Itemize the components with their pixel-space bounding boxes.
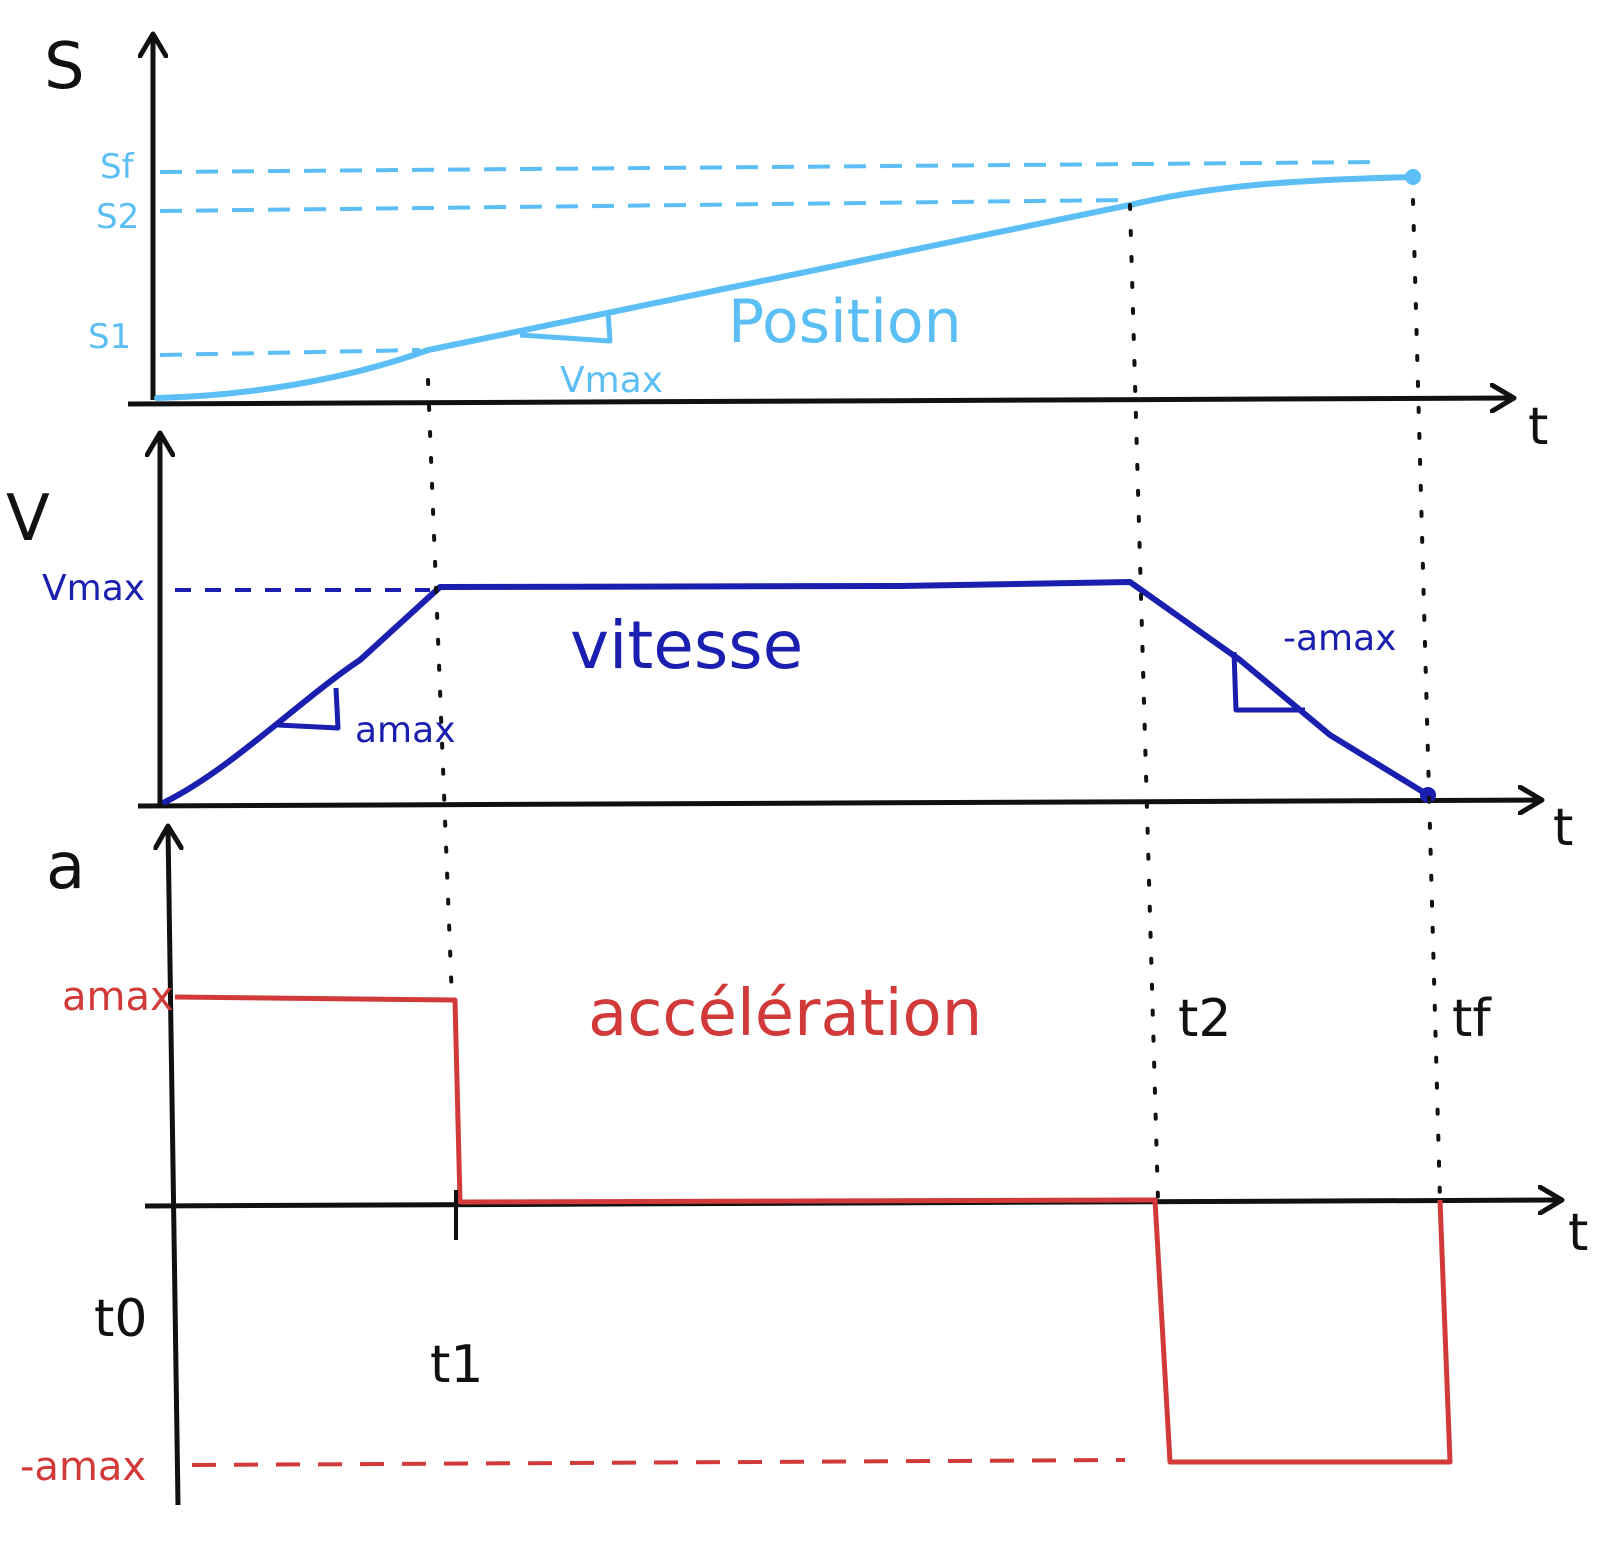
acceleration-low-label: -amax [20,1444,146,1490]
t2-guide [1128,203,1160,1202]
velocity-curve-label: vitesse [570,607,803,684]
position-curve [154,174,1416,401]
velocity-down-slope-label: -amax [1283,618,1396,659]
velocity-x-axis [137,800,1540,806]
position-end-dot [1405,169,1421,185]
velocity-axis-label: V [6,482,50,556]
time-guides: t0 t1 t2 tf [94,198,1492,1395]
acceleration-curve-label: accélération [588,977,982,1051]
acceleration-high-label: amax [62,974,174,1020]
velocity-up-slope-label: amax [355,710,456,751]
level-s1-line [159,348,421,357]
acceleration-y-axis [168,828,178,1506]
position-slope-triangle [519,311,613,344]
level-s2-label: S2 [96,197,139,237]
acceleration-low-level-line [191,1458,1126,1467]
t2-label: t2 [1178,989,1231,1049]
velocity-graph: V t Vmax amax -amax vitesse [6,435,1573,858]
level-sf-line [159,160,1381,174]
acceleration-axis-label: a [46,830,85,904]
position-x-axis-label: t [1528,397,1548,457]
velocity-level-label: Vmax [42,568,145,609]
velocity-x-axis-label: t [1553,798,1573,858]
velocity-end-dot [1420,787,1436,803]
t1-label: t1 [430,1335,483,1395]
t1-guide [426,378,454,1002]
position-slope-label: Vmax [560,360,663,401]
velocity-up-slope-triangle [277,687,341,731]
tf-label: tf [1452,989,1492,1049]
position-graph: S t Sf S2 S1 Vmax Position [44,30,1548,457]
acceleration-graph: a t amax -amax accélération [20,828,1588,1506]
acceleration-curve [174,994,1453,1465]
acceleration-x-axis-label: t [1568,1203,1588,1263]
position-x-axis [127,398,1512,404]
level-s1-label: S1 [88,317,131,357]
velocity-down-slope-triangle [1231,651,1305,713]
velocity-curve [162,579,1431,805]
t0-label: t0 [94,1289,147,1349]
tf-guide [1411,198,1442,1202]
position-axis-label: S [44,30,85,104]
position-curve-label: Position [728,287,962,357]
level-sf-label: Sf [100,147,135,187]
level-s2-line [159,198,1126,213]
